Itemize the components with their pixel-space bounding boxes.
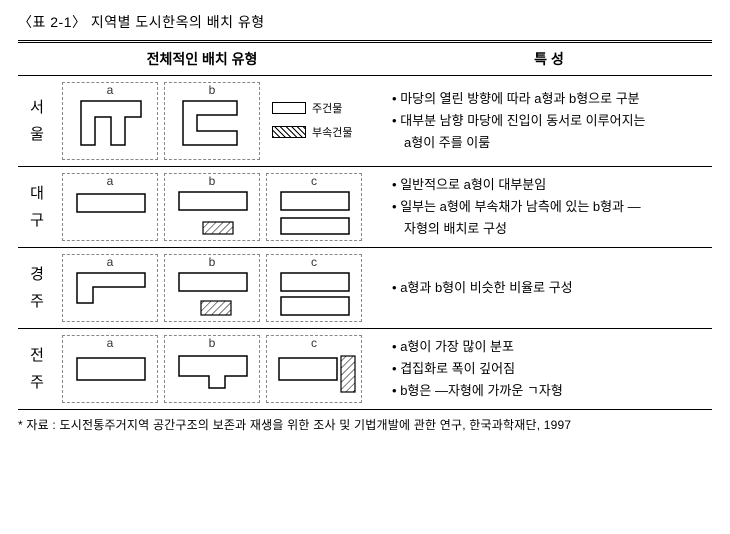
legend-annex-label: 부속건물 <box>312 124 352 140</box>
legend-main-label: 주건물 <box>312 100 342 116</box>
table-row: 서 울 a b <box>18 76 712 167</box>
region-seoul: 서 울 <box>18 76 56 167</box>
slot-label: c <box>309 256 319 268</box>
legend: 주건물 부속건물 <box>272 100 352 140</box>
slot-label: b <box>207 84 218 96</box>
slot-jj-b: b <box>164 335 260 403</box>
diagram-seoul: a b <box>56 76 386 167</box>
legend-main-box <box>272 102 306 114</box>
region-daegu: 대 구 <box>18 167 56 248</box>
table-row: 대 구 a b <box>18 167 712 248</box>
slot-label: b <box>207 175 218 187</box>
list-item: 마당의 열린 방향에 따라 a형과 b형으로 구분 <box>392 88 706 110</box>
region-gyeongju: 경 주 <box>18 248 56 329</box>
table-caption: 〈표 2-1〉 지역별 도시한옥의 배치 유형 <box>18 12 712 32</box>
slot-daegu-c: c <box>266 173 362 241</box>
feature-daegu: 일반적으로 a형이 대부분임 일부는 a형에 부속채가 남측에 있는 b형과 ―… <box>386 167 712 248</box>
list-item: 겹집화로 폭이 깊어짐 <box>392 358 706 380</box>
feature-jeonju: a형이 가장 많이 분포 겹집화로 폭이 깊어짐 b형은 ―자형에 가까운 ㄱ자… <box>386 329 712 410</box>
slot-label: c <box>309 337 319 349</box>
list-item: 자형의 배치로 구성 <box>392 218 706 240</box>
feature-seoul: 마당의 열린 방향에 따라 a형과 b형으로 구분 대부분 남향 마당에 진입이… <box>386 76 712 167</box>
slot-daegu-b: b <box>164 173 260 241</box>
slot-jj-c: c <box>266 335 362 403</box>
list-item: a형이 가장 많이 분포 <box>392 336 706 358</box>
table-row: 경 주 a b <box>18 248 712 329</box>
list-item: a형과 b형이 비슷한 비율로 구성 <box>392 277 706 299</box>
header-layout: 전체적인 배치 유형 <box>18 42 386 76</box>
layout-table: 전체적인 배치 유형 특 성 서 울 a <box>18 40 712 410</box>
slot-label: a <box>105 84 116 96</box>
slot-seoul-a: a <box>62 82 158 160</box>
region-jeonju: 전 주 <box>18 329 56 410</box>
list-item: 일반적으로 a형이 대부분임 <box>392 174 706 196</box>
slot-label: c <box>309 175 319 187</box>
slot-label: a <box>105 337 116 349</box>
feature-gyeongju: a형과 b형이 비슷한 비율로 구성 <box>386 248 712 329</box>
slot-label: b <box>207 337 218 349</box>
slot-label: b <box>207 256 218 268</box>
slot-gj-a: a <box>62 254 158 322</box>
diagram-daegu: a b c <box>56 167 386 248</box>
list-item: b형은 ―자형에 가까운 ㄱ자형 <box>392 380 706 402</box>
slot-jj-a: a <box>62 335 158 403</box>
slot-label: a <box>105 175 116 187</box>
slot-daegu-a: a <box>62 173 158 241</box>
slot-gj-c: c <box>266 254 362 322</box>
list-item: 일부는 a형에 부속채가 남측에 있는 b형과 ― <box>392 196 706 218</box>
table-row: 전 주 a b <box>18 329 712 410</box>
footnote: * 자료 : 도시전통주거지역 공간구조의 보존과 재생을 위한 조사 및 기법… <box>18 416 712 433</box>
slot-seoul-b: b <box>164 82 260 160</box>
slot-label: a <box>105 256 116 268</box>
diagram-jeonju: a b c <box>56 329 386 410</box>
legend-annex-box <box>272 126 306 138</box>
list-item: a형이 주를 이룸 <box>392 132 706 154</box>
slot-gj-b: b <box>164 254 260 322</box>
header-feature: 특 성 <box>386 42 712 76</box>
list-item: 대부분 남향 마당에 진입이 동서로 이루어지는 <box>392 110 706 132</box>
diagram-gyeongju: a b c <box>56 248 386 329</box>
